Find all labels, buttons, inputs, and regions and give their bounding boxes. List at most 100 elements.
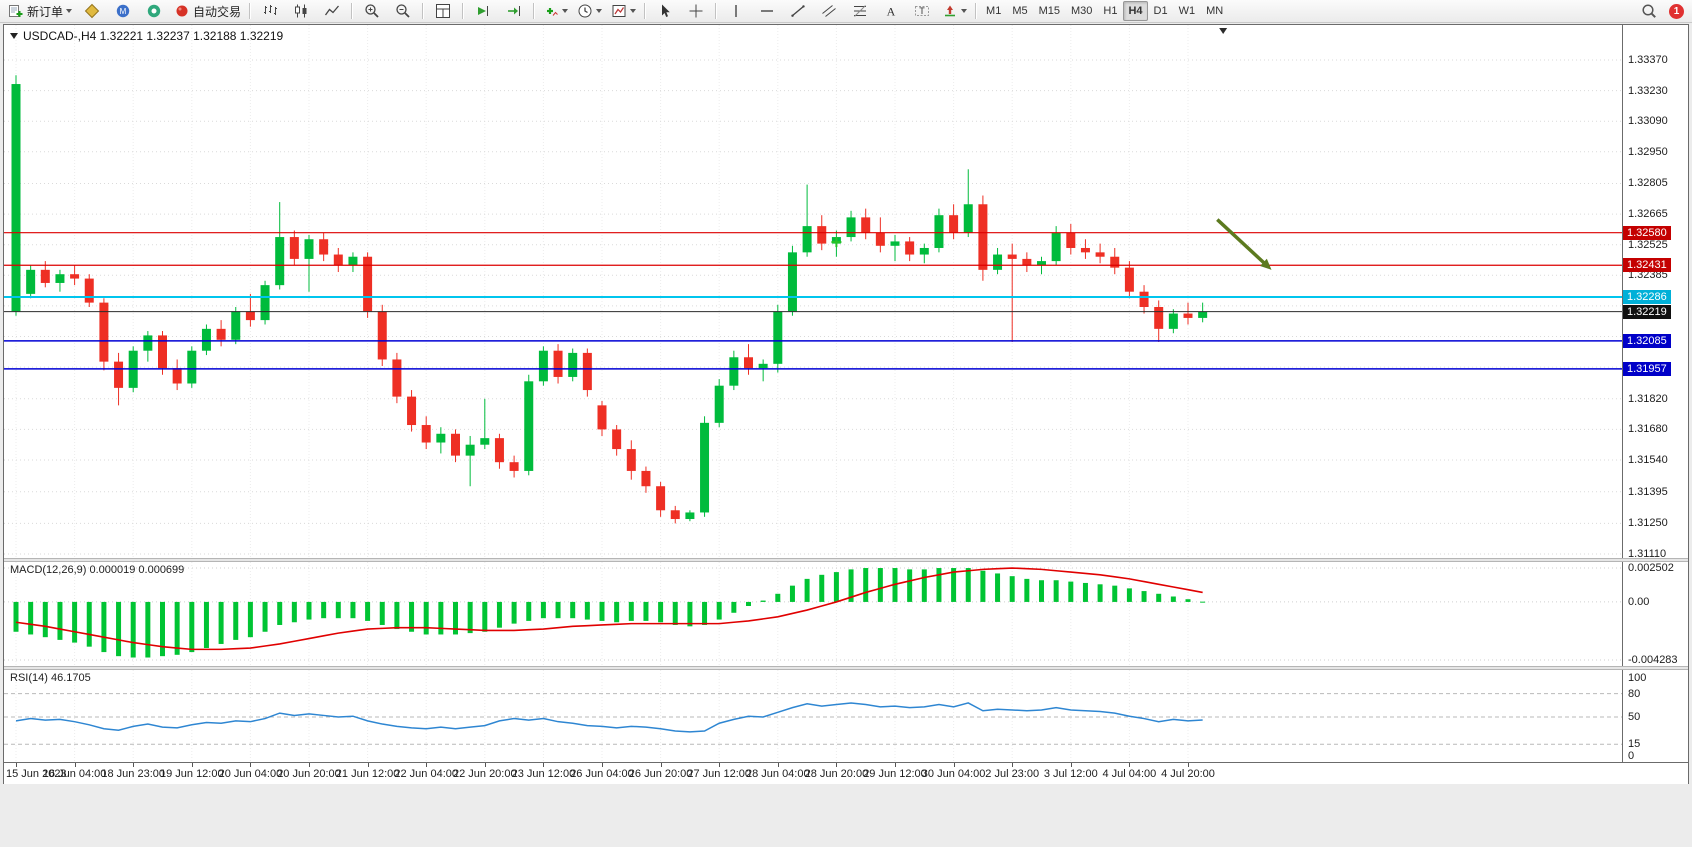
time-axis-label: 21 Jun 12:00 bbox=[335, 768, 400, 780]
timeframe-m15-button[interactable]: M15 bbox=[1038, 5, 1060, 17]
notification-badge[interactable]: 1 bbox=[1669, 3, 1684, 19]
arrows-button[interactable] bbox=[938, 0, 971, 22]
candlestick-chart-button[interactable] bbox=[286, 0, 316, 22]
candle-body bbox=[407, 396, 417, 426]
chevron-down-icon bbox=[596, 9, 603, 13]
bar-chart-button[interactable] bbox=[255, 0, 285, 22]
mql5-community-button[interactable]: M bbox=[108, 0, 138, 22]
trend-arrow-head[interactable] bbox=[1260, 258, 1272, 270]
crosshair-button[interactable] bbox=[681, 0, 711, 22]
time-axis-label: 4 Jul 20:00 bbox=[1161, 768, 1215, 780]
timeframe-m30-button[interactable]: M30 bbox=[1071, 5, 1093, 17]
price-level-badge[interactable]: 1.32580 bbox=[1623, 225, 1671, 240]
chart-shift-marker[interactable] bbox=[1219, 28, 1228, 34]
macd-histogram-bar bbox=[1097, 584, 1103, 602]
chevron-down-icon bbox=[66, 9, 73, 13]
chart-shift-button[interactable] bbox=[499, 0, 529, 22]
chart-title: USDCAD-,H4 1.32221 1.32237 1.32188 1.322… bbox=[10, 29, 283, 43]
macd-histogram-bar bbox=[687, 601, 693, 627]
time-axis-label: 3 Jul 12:00 bbox=[1043, 768, 1098, 780]
metaeditor-button[interactable] bbox=[77, 0, 107, 22]
fibonacci-button[interactable] bbox=[845, 0, 875, 22]
rsi-axis-label: 50 bbox=[1628, 711, 1641, 723]
candle-body bbox=[1007, 254, 1017, 259]
candle-body bbox=[451, 433, 460, 456]
market-button[interactable] bbox=[139, 0, 169, 22]
candle-body bbox=[861, 217, 871, 233]
price-level-badge[interactable]: 1.32085 bbox=[1623, 333, 1671, 348]
timeframe-h4-button[interactable]: H4 bbox=[1123, 1, 1148, 21]
search-button[interactable] bbox=[1634, 0, 1664, 22]
rsi-axis-label: 15 bbox=[1628, 738, 1641, 751]
tile-windows-button[interactable] bbox=[428, 0, 458, 22]
time-axis-tick bbox=[660, 763, 662, 767]
candle-body bbox=[187, 350, 197, 384]
macd-histogram-bar bbox=[980, 570, 986, 602]
macd-histogram-bar bbox=[746, 601, 751, 606]
trend-arrow[interactable] bbox=[1216, 218, 1267, 266]
time-axis-tick bbox=[777, 763, 779, 767]
rsi-plot[interactable] bbox=[4, 670, 1622, 762]
candle-body bbox=[509, 462, 519, 471]
candle-body bbox=[304, 239, 314, 259]
candle-body bbox=[949, 215, 959, 233]
price-level-badge[interactable]: 1.31957 bbox=[1623, 361, 1671, 376]
candle-body bbox=[670, 510, 680, 520]
periods-button[interactable] bbox=[573, 0, 606, 22]
line-chart-button[interactable] bbox=[317, 0, 347, 22]
timeframe-w1-button[interactable]: W1 bbox=[1178, 5, 1196, 17]
periods-icon bbox=[577, 3, 593, 19]
panel-splitter[interactable] bbox=[4, 558, 1688, 562]
macd-plot[interactable] bbox=[4, 562, 1622, 666]
macd-histogram-bar bbox=[130, 601, 136, 658]
indicators-icon bbox=[543, 3, 559, 19]
price-chart-panel: USDCAD-,H4 1.32221 1.32237 1.32188 1.322… bbox=[4, 25, 1688, 558]
candle-body bbox=[260, 285, 270, 321]
price-level-badge[interactable]: 1.32431 bbox=[1623, 258, 1671, 273]
timeframe-d1-button[interactable]: D1 bbox=[1153, 5, 1168, 17]
macd-histogram-bar bbox=[614, 601, 620, 623]
horizontal-line-button[interactable] bbox=[752, 0, 782, 22]
auto-scroll-button[interactable] bbox=[468, 0, 498, 22]
one-click-trading-arrow[interactable] bbox=[10, 33, 18, 39]
price-chart-plot[interactable] bbox=[4, 25, 1622, 558]
time-axis-tick bbox=[543, 763, 545, 767]
price-axis-label: 1.31110 bbox=[1628, 547, 1667, 558]
templates-button[interactable] bbox=[607, 0, 640, 22]
timeframe-h1-button[interactable]: H1 bbox=[1103, 5, 1118, 17]
new-order-button[interactable]: 新订单 bbox=[4, 0, 76, 22]
price-level-badge[interactable]: 1.32286 bbox=[1623, 289, 1671, 304]
time-axis-label: 15 Jun 2023 bbox=[6, 768, 67, 780]
candle-body bbox=[70, 274, 80, 279]
cursor-button[interactable] bbox=[650, 0, 680, 22]
toolbar-separator bbox=[644, 3, 647, 19]
vertical-line-button[interactable] bbox=[721, 0, 751, 22]
candle-body bbox=[817, 226, 827, 244]
time-axis-label: 20 Jun 04:00 bbox=[218, 768, 283, 780]
indicators-button[interactable] bbox=[539, 0, 572, 22]
macd-histogram-bar bbox=[160, 601, 165, 657]
time-axis-tick bbox=[250, 763, 252, 767]
candle-body bbox=[392, 359, 402, 397]
trendline-button[interactable] bbox=[783, 0, 813, 22]
timeframe-m5-button[interactable]: M5 bbox=[1012, 5, 1028, 17]
panel-splitter[interactable] bbox=[4, 666, 1688, 670]
new-order-label: 新订单 bbox=[27, 4, 64, 19]
auto-trading-button[interactable]: 自动交易 bbox=[170, 0, 245, 22]
text-label-button[interactable]: T bbox=[907, 0, 937, 22]
timeframe-mn-button[interactable]: MN bbox=[1206, 5, 1224, 17]
candle-body bbox=[568, 352, 578, 377]
macd-histogram-bar bbox=[379, 601, 385, 625]
zoom-in-button[interactable] bbox=[357, 0, 387, 22]
channel-button[interactable] bbox=[814, 0, 844, 22]
text-button[interactable]: A bbox=[876, 0, 906, 22]
candle-body bbox=[934, 215, 944, 248]
zoom-out-button[interactable] bbox=[388, 0, 418, 22]
candle-body bbox=[597, 405, 607, 430]
candle-body bbox=[875, 232, 885, 246]
toolbar-separator bbox=[351, 3, 354, 19]
candle-body bbox=[1066, 232, 1076, 248]
timeframe-m1-button[interactable]: M1 bbox=[986, 5, 1002, 17]
time-axis-tick bbox=[895, 763, 896, 767]
